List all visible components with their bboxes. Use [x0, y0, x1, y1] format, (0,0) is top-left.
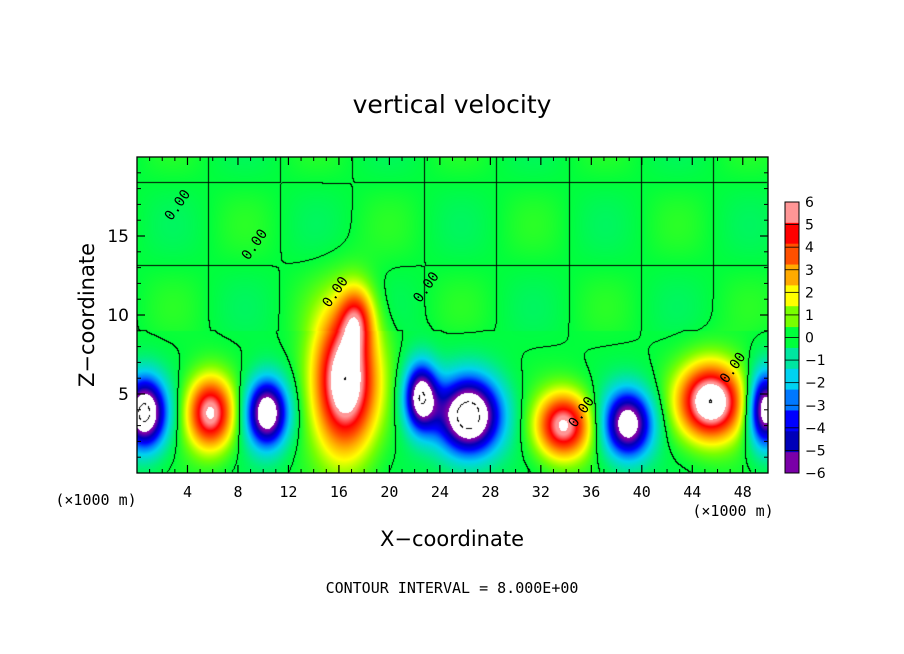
y-tick-label: 10 [107, 306, 129, 326]
colorbar-swatch [785, 431, 799, 453]
x-unit-label-right: (×1000 m) [692, 502, 773, 520]
colorbar-swatch [785, 410, 799, 432]
x-tick-label: 24 [431, 483, 449, 501]
colorbar-swatch [785, 306, 799, 328]
colorbar-tick-label: 6 [805, 195, 814, 211]
heatmap-field [137, 157, 768, 473]
colorbar-tick-label: −6 [805, 466, 826, 482]
colorbar-tick-label: 1 [805, 308, 814, 324]
colorbar-tick-label: 2 [805, 285, 814, 301]
y-axis-title: Z−coordinate [75, 243, 99, 387]
chart-title: vertical velocity [353, 90, 552, 119]
colorbar-swatch [785, 389, 799, 411]
colorbar-swatch [785, 264, 799, 286]
x-axis-title: X−coordinate [380, 527, 524, 551]
x-axis-ticks: 4 8 12 16 20 24 28 32 36 40 44 48 [149, 157, 756, 501]
colorbar-swatch [785, 222, 799, 245]
x-tick-label: 48 [734, 483, 752, 501]
x-tick-label: 4 [183, 483, 192, 501]
colorbar-tick-label: 5 [805, 218, 814, 234]
x-tick-label: 36 [582, 483, 600, 501]
colorbar-tick-label: −1 [805, 353, 826, 369]
colorbar-tick-label: −2 [805, 376, 826, 392]
x-tick-label: 40 [633, 483, 651, 501]
x-tick-label: 32 [532, 483, 550, 501]
colorbar-swatch [785, 202, 799, 224]
heatmap-canvas [137, 157, 768, 473]
colorbar-tick-label: −3 [805, 398, 826, 414]
x-tick-label: 8 [233, 483, 242, 501]
colorbar-swatch [785, 452, 799, 474]
contour-interval-note: CONTOUR INTERVAL = 8.000E+00 [326, 579, 579, 597]
colorbar-swatch [785, 347, 799, 370]
colorbar-swatch [785, 285, 799, 307]
y-tick-label: 5 [118, 385, 129, 405]
colorbar-swatch [785, 368, 799, 391]
x-unit-label-left: (×1000 m) [55, 491, 136, 509]
colorbar-swatch [785, 243, 799, 266]
x-tick-label: 20 [380, 483, 398, 501]
colorbar-tick-label: −4 [805, 421, 826, 437]
colorbar-tick-label: 0 [805, 331, 814, 347]
x-tick-label: 44 [683, 483, 701, 501]
x-tick-label: 16 [330, 483, 348, 501]
colorbar-tick-label: 4 [805, 240, 814, 256]
y-axis-ticks: 5 10 15 [107, 172, 768, 458]
colorbar: 6 5 4 3 2 1 0 −1 −2 −3 −4 −5 −6 [784, 195, 826, 482]
x-tick-label: 28 [481, 483, 499, 501]
colorbar-tick-label: 3 [805, 263, 814, 279]
y-tick-label: 15 [107, 227, 129, 247]
colorbar-tick-label: −5 [805, 443, 826, 459]
x-tick-label: 12 [279, 483, 297, 501]
